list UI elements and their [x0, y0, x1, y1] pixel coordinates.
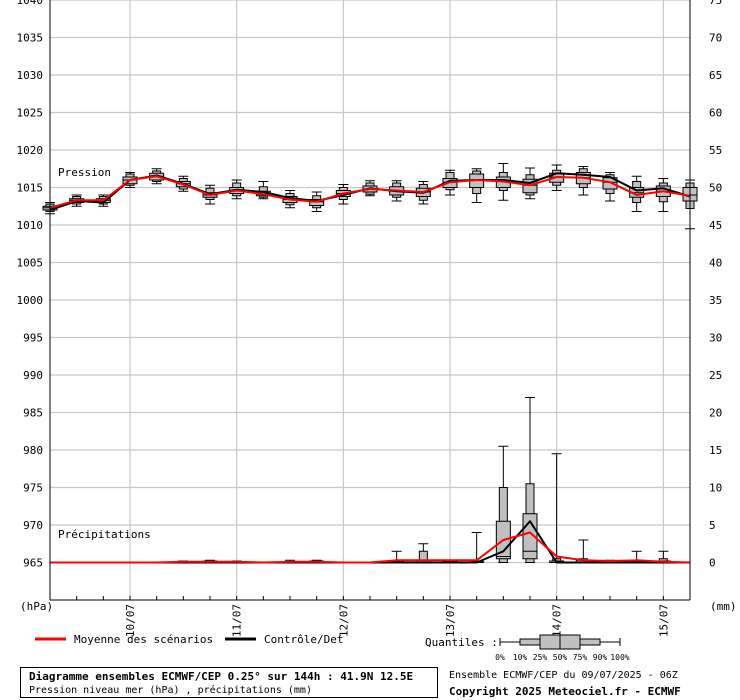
left-tick-label: 1005	[17, 257, 44, 270]
date-tick-label: 13/07	[444, 604, 457, 637]
precip-box	[469, 532, 485, 563]
legend-quantile-tick: 10%	[513, 653, 528, 662]
grid	[50, 0, 690, 600]
precipitation-panel	[50, 397, 691, 564]
left-tick-label: 1010	[17, 219, 44, 232]
precip-mean-line	[50, 531, 691, 564]
right-axis-unit: (mm)	[710, 600, 737, 613]
pressure-box	[469, 168, 485, 203]
left-tick-label: 1000	[17, 294, 44, 307]
legend-quantile-box-icon: 0% 10% 25% 50% 75% 90% 100%	[495, 634, 630, 662]
left-tick-label: 1035	[17, 32, 44, 45]
legend-control-label: Contrôle/Det	[264, 633, 343, 646]
legend-quantile-tick: 25%	[533, 653, 548, 662]
right-tick-label: 5	[709, 519, 716, 532]
right-tick-label: 70	[709, 32, 722, 45]
left-tick-label: 1040	[17, 0, 44, 7]
legend-quantile-tick: 90%	[593, 653, 608, 662]
left-tick-label: 985	[23, 407, 43, 420]
left-tick-label: 1025	[17, 107, 44, 120]
chart-info-box: Diagramme ensembles ECMWF/CEP 0.25° sur …	[20, 667, 438, 698]
left-tick-label: 965	[23, 557, 43, 570]
left-tick-label: 970	[23, 519, 43, 532]
date-tick-label: 11/07	[231, 604, 244, 637]
left-tick-label: 980	[23, 444, 43, 457]
right-tick-label: 20	[709, 407, 722, 420]
right-tick-label: 40	[709, 257, 722, 270]
left-tick-label: 1020	[17, 144, 44, 157]
legend-quantile-tick: 75%	[573, 653, 588, 662]
pressure-box	[655, 178, 671, 212]
right-tick-label: 65	[709, 69, 722, 82]
right-tick-label: 10	[709, 482, 722, 495]
left-axis-unit: (hPa)	[20, 600, 53, 613]
right-tick-label: 30	[709, 332, 722, 345]
date-tick-label: 10/07	[124, 604, 137, 637]
chart-title: Diagramme ensembles ECMWF/CEP 0.25° sur …	[29, 670, 414, 683]
right-tick-label: 35	[709, 294, 722, 307]
panel-label-precip: Précipitations	[58, 528, 151, 541]
date-tick-label: 15/07	[657, 604, 670, 637]
right-tick-label: 45	[709, 219, 722, 232]
right-tick-label: 25	[709, 369, 722, 382]
copyright: Copyright 2025 Meteociel.fr - ECMWF	[449, 685, 681, 698]
pressure-mean-line	[49, 175, 691, 209]
right-tick-label: 0	[709, 557, 716, 570]
right-tick-label: 60	[709, 107, 722, 120]
legend-quantile-tick: 0%	[495, 653, 505, 662]
legend-quantile-tick: 100%	[610, 653, 629, 662]
precip-box	[495, 445, 511, 563]
left-tick-label: 975	[23, 482, 43, 495]
axes: 1040103510301025102010151010100510009959…	[17, 0, 722, 637]
legend-mean-label: Moyenne des scénarios	[74, 633, 213, 646]
right-tick-label: 75	[709, 0, 722, 7]
panel-label-pressure: Pression	[58, 166, 111, 179]
pressure-panel	[42, 163, 698, 230]
pressure-box	[575, 166, 591, 196]
chart-subtitle: Pression niveau mer (hPa) , précipitatio…	[29, 685, 312, 696]
legend-quantile-tick: 50%	[553, 653, 568, 662]
run-info: Ensemble ECMWF/CEP du 09/07/2025 - 06Z	[449, 670, 678, 681]
right-tick-label: 50	[709, 182, 722, 195]
date-tick-label: 14/07	[551, 604, 564, 637]
left-tick-label: 1015	[17, 182, 44, 195]
right-tick-label: 55	[709, 144, 722, 157]
legend-quantiles-label: Quantiles :	[425, 636, 498, 649]
right-tick-label: 15	[709, 444, 722, 457]
left-tick-label: 990	[23, 369, 43, 382]
left-tick-label: 1030	[17, 69, 44, 82]
left-tick-label: 995	[23, 332, 43, 345]
date-tick-label: 12/07	[337, 604, 350, 637]
precip-box	[549, 453, 565, 563]
